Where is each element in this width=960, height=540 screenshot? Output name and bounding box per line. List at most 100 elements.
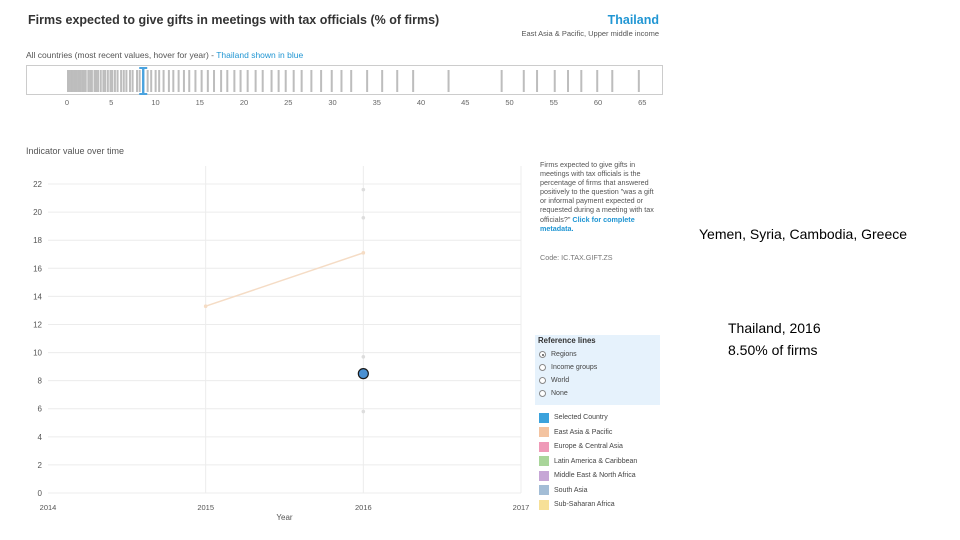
country-value-bar[interactable] [412,70,415,92]
country-value-bar[interactable] [270,70,273,92]
country-value-bar[interactable] [71,70,74,92]
country-value-bar[interactable] [220,70,223,92]
country-value-bar[interactable] [277,70,280,92]
country-value-bar[interactable] [122,70,125,92]
country-value-bar[interactable] [136,70,139,92]
country-value-bar[interactable] [77,70,80,92]
country-value-bar[interactable] [154,70,157,92]
country-value-bar[interactable] [113,70,116,92]
country-value-bar[interactable] [150,70,153,92]
country-value-bar[interactable] [596,70,599,92]
country-value-bar[interactable] [366,70,369,92]
country-value-bar[interactable] [284,70,287,92]
country-value-bar[interactable] [340,70,343,92]
selected-country-marker[interactable] [142,68,145,94]
country-value-bar[interactable] [320,70,323,92]
country-value-bar[interactable] [567,70,570,92]
legend-item[interactable]: Middle East & North Africa [539,470,636,481]
legend-item[interactable]: Sub-Saharan Africa [539,499,615,510]
country-value-bar[interactable] [637,70,640,92]
country-value-bar[interactable] [396,70,399,92]
country-value-bar[interactable] [138,70,141,92]
series-line[interactable] [205,252,364,307]
series-point[interactable] [203,304,208,309]
country-value-bar[interactable] [167,70,170,92]
selected-country-point[interactable] [357,368,369,380]
country-value-bar[interactable] [90,70,93,92]
radio-icon[interactable] [539,390,546,397]
reference-point[interactable] [361,187,366,192]
country-value-bar[interactable] [120,70,123,92]
country-value-bar[interactable] [73,70,76,92]
country-value-bar[interactable] [84,70,87,92]
country-value-bar[interactable] [131,70,134,92]
country-value-bar[interactable] [500,70,503,92]
country-value-bar[interactable] [177,70,180,92]
legend-item[interactable]: Europe & Central Asia [539,441,623,452]
legend-item[interactable]: Selected Country [539,412,608,423]
country-value-bar[interactable] [111,70,114,92]
radio-icon[interactable] [539,351,546,358]
country-value-bar[interactable] [99,70,102,92]
legend-item[interactable]: Latin America & Caribbean [539,456,637,467]
reference-point[interactable] [361,215,366,220]
country-value-bar[interactable] [95,70,98,92]
country-value-bar[interactable] [158,70,161,92]
country-value-bar[interactable] [330,70,333,92]
country-value-bar[interactable] [188,70,191,92]
country-value-bar[interactable] [194,70,197,92]
country-value-bar[interactable] [93,70,96,92]
country-value-bar[interactable] [68,70,71,92]
country-value-bar[interactable] [522,70,525,92]
country-value-bar[interactable] [553,70,556,92]
metadata-link[interactable]: Click for complete metadata. [540,214,635,233]
country-value-bar[interactable] [162,70,165,92]
country-value-bar[interactable] [580,70,583,92]
country-value-bar[interactable] [350,70,353,92]
country-value-bar[interactable] [611,70,614,92]
country-value-bar[interactable] [75,70,78,92]
country-value-bar[interactable] [116,70,119,92]
country-value-bar[interactable] [97,70,100,92]
country-value-bar[interactable] [172,70,175,92]
country-value-bar[interactable] [81,70,84,92]
series-point[interactable] [361,251,366,255]
reference-point[interactable] [361,409,366,414]
country-value-bar[interactable] [146,70,149,92]
reference-option-world[interactable]: World [539,375,569,386]
country-value-bar[interactable] [106,70,109,92]
country-value-bar[interactable] [200,70,203,92]
reference-point[interactable] [361,354,366,359]
country-value-bar[interactable] [82,70,85,92]
main-chart[interactable]: 0 2 4 6 8 10 12 14 16 18 20 22 2014 2015 2016 2017 Year [26,158,531,530]
reference-option-none[interactable]: None [539,388,568,399]
country-value-bar[interactable] [87,70,90,92]
legend-item[interactable]: South Asia [539,485,587,496]
country-value-bar[interactable] [239,70,242,92]
country-value-bar[interactable] [206,70,209,92]
country-value-bar[interactable] [536,70,539,92]
country-value-bar[interactable] [104,70,107,92]
radio-icon[interactable] [539,377,546,384]
country-value-bar[interactable] [67,70,69,92]
country-value-bar[interactable] [310,70,313,92]
country-value-bar[interactable] [300,70,303,92]
radio-icon[interactable] [539,364,546,371]
reference-option-income-groups[interactable]: Income groups [539,362,597,373]
country-distribution-strip[interactable] [26,65,663,95]
country-value-bar[interactable] [292,70,295,92]
reference-option-regions[interactable]: Regions [539,349,577,360]
country-value-bar[interactable] [261,70,264,92]
country-value-bar[interactable] [233,70,236,92]
country-value-bar[interactable] [246,70,249,92]
country-value-bar[interactable] [213,70,216,92]
country-value-bar[interactable] [381,70,384,92]
country-value-bar[interactable] [447,70,450,92]
country-value-bar[interactable] [79,70,82,92]
country-value-bar[interactable] [89,70,92,92]
country-value-bar[interactable] [226,70,229,92]
strip-svg[interactable] [27,66,664,96]
country-value-bar[interactable] [109,70,112,92]
country-value-bar[interactable] [125,70,128,92]
country-name[interactable]: Thailand [607,13,659,27]
